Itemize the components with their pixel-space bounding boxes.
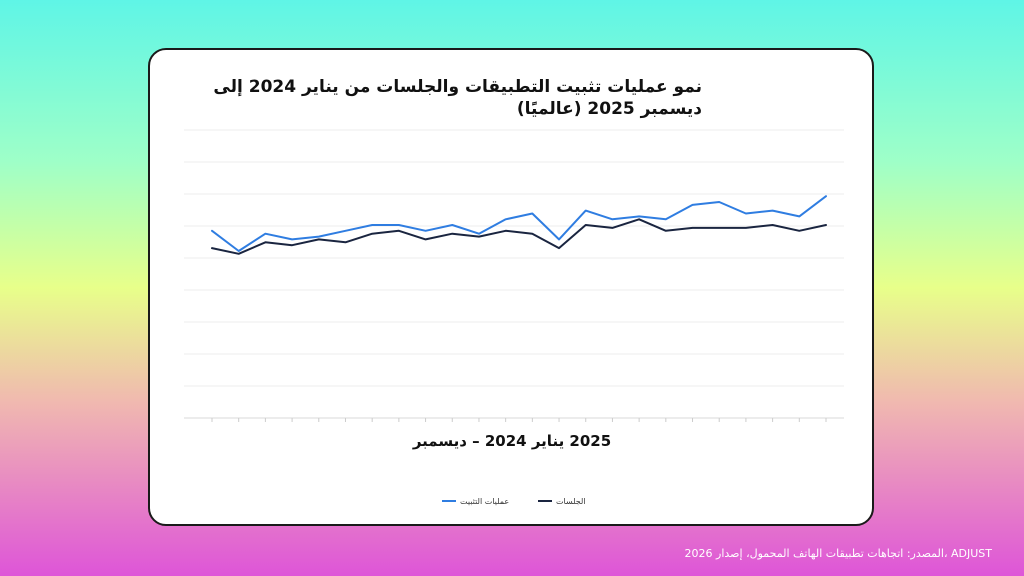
chart-title: نمو عمليات تثبيت التطبيقات والجلسات من ي… [213,77,702,119]
series-line-installs [211,195,827,252]
x-axis-label: 2025 يناير 2024 – ديسمبر [412,432,611,450]
series-lines [211,195,827,255]
grid [184,129,844,419]
legend: عمليات التثبيت الجلسات [442,497,586,506]
series-line-sessions [211,218,827,255]
source-note: ADJUST ،المصدر: اتجاهات تطبيقات الهاتف ا… [684,547,992,560]
chart-card [148,48,874,526]
legend-item-installs: عمليات التثبيت [460,497,509,506]
x-axis [211,418,827,422]
legend-item-sessions: الجلسات [556,497,586,506]
